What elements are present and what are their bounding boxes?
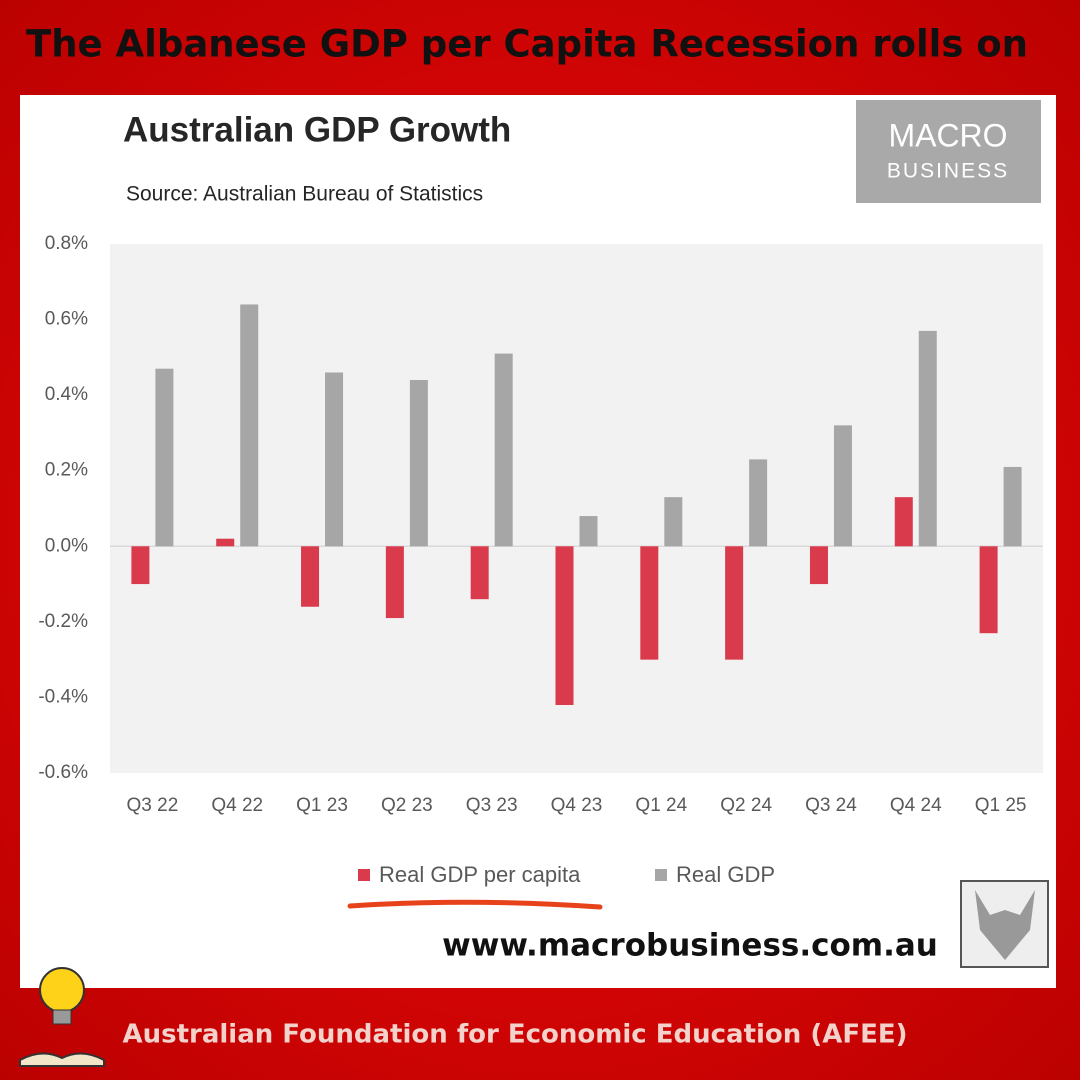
website: www.macrobusiness.com.au [442, 928, 938, 964]
bar [385, 546, 404, 619]
bar [470, 546, 489, 600]
y-tick-label: -0.6% [38, 762, 88, 783]
bulb-base [52, 1009, 72, 1025]
bar [409, 380, 428, 547]
y-tick-label: -0.4% [38, 686, 88, 707]
legend-swatch [358, 869, 370, 881]
bar [301, 546, 320, 607]
bar [979, 546, 998, 634]
x-tick-label: Q1 25 [975, 795, 1027, 816]
y-tick-label: 0.6% [45, 309, 88, 330]
footer-text: Australian Foundation for Economic Educa… [122, 1020, 907, 1050]
x-tick-label: Q2 24 [720, 795, 772, 816]
bar [240, 304, 259, 547]
logo-box [856, 100, 1041, 203]
legend-label: Real GDP [676, 862, 775, 887]
bar [640, 546, 659, 660]
x-tick-label: Q3 24 [805, 795, 857, 816]
x-tick-label: Q1 24 [635, 795, 687, 816]
plot-area [110, 244, 1043, 773]
legend-swatch [655, 869, 667, 881]
poster-title: The Albanese GDP per Capita Recession ro… [26, 23, 1028, 66]
bar [894, 497, 913, 547]
bar [579, 516, 598, 547]
bar [725, 546, 744, 660]
bar [1003, 466, 1022, 547]
bar [216, 538, 235, 547]
x-tick-label: Q3 22 [127, 795, 179, 816]
bar [664, 497, 683, 547]
x-tick-label: Q1 23 [296, 795, 348, 816]
logo-text: BUSINESS [887, 160, 1009, 183]
bar [749, 459, 768, 547]
fox-shape [975, 890, 1035, 960]
y-tick-label: 0.4% [45, 384, 88, 405]
bulb [39, 967, 85, 1013]
plot: -0.6% -0.4% -0.2% 0.0% 0.2% 0.4% 0.6% 0.8% Q3 22… [38, 233, 1043, 887]
x-tick-label: Q4 24 [890, 795, 942, 816]
underline [347, 899, 603, 910]
x-tick-label: Q2 23 [381, 795, 433, 816]
y-tick-label: 0.8% [45, 233, 88, 254]
book [19, 1052, 105, 1067]
x-tick-label: Q4 22 [211, 795, 263, 816]
bar [809, 546, 828, 585]
x-tick-label: Q3 23 [466, 795, 518, 816]
bar [325, 372, 344, 547]
bar [555, 546, 574, 705]
y-tick-label: 0.2% [45, 460, 88, 481]
bar [494, 353, 513, 547]
logo-text: MACRO [888, 117, 1007, 153]
x-tick-label: Q4 23 [551, 795, 603, 816]
bar [131, 546, 150, 585]
chart-title: Australian GDP Growth [123, 110, 511, 149]
bar [155, 368, 174, 547]
bar [833, 425, 852, 547]
chart-subtitle: Source: Australian Bureau of Statistics [126, 183, 483, 206]
y-tick-label: -0.2% [38, 611, 88, 632]
y-tick-label: 0.0% [45, 535, 88, 556]
legend-label: Real GDP per capita [379, 862, 581, 887]
bar [918, 330, 937, 547]
